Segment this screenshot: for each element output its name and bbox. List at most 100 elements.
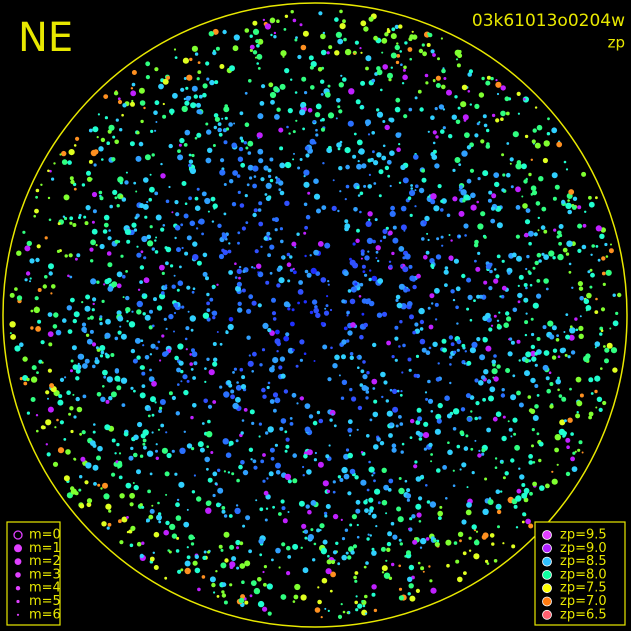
star: [434, 318, 438, 321]
star: [218, 503, 222, 506]
star: [477, 251, 481, 255]
star: [226, 380, 232, 386]
star: [237, 156, 244, 162]
star: [546, 132, 551, 136]
star: [386, 159, 392, 165]
star: [228, 122, 233, 127]
star: [155, 346, 159, 350]
star: [402, 68, 406, 72]
star: [361, 163, 367, 169]
star: [434, 541, 440, 547]
star: [400, 63, 403, 66]
star: [120, 254, 124, 258]
star: [604, 242, 608, 247]
star: [502, 415, 506, 419]
star: [399, 393, 403, 397]
star: [385, 559, 388, 562]
star: [130, 348, 136, 354]
legend-label: zp=9.5: [560, 528, 607, 543]
star: [63, 475, 70, 482]
star: [163, 529, 169, 536]
star: [110, 353, 115, 357]
star: [114, 336, 119, 341]
star: [377, 501, 381, 505]
star: [275, 470, 281, 475]
star: [130, 87, 134, 90]
star: [387, 174, 391, 178]
star: [551, 127, 558, 134]
star: [570, 350, 576, 355]
star: [257, 148, 264, 155]
star: [532, 481, 537, 487]
star: [435, 377, 441, 382]
star: [286, 545, 291, 551]
star: [195, 227, 199, 230]
star: [235, 504, 239, 507]
star: [395, 294, 401, 300]
star: [164, 471, 170, 477]
star: [409, 517, 413, 521]
star: [150, 343, 156, 349]
star: [283, 335, 290, 342]
star: [213, 113, 219, 118]
star: [517, 284, 520, 287]
star: [86, 498, 93, 504]
star: [336, 142, 342, 148]
star: [502, 542, 505, 545]
star: [184, 251, 189, 256]
star: [40, 183, 43, 186]
star: [285, 332, 290, 337]
star: [487, 198, 492, 203]
star: [94, 359, 100, 365]
star: [372, 150, 375, 154]
star: [303, 175, 306, 178]
star: [82, 394, 87, 399]
star: [133, 389, 136, 393]
star: [130, 446, 134, 451]
star: [609, 327, 612, 330]
star: [394, 358, 398, 362]
star: [88, 128, 93, 133]
star: [168, 550, 172, 554]
star: [417, 416, 423, 422]
star: [385, 226, 389, 230]
star: [595, 406, 598, 409]
star: [235, 396, 241, 403]
star: [306, 469, 312, 475]
star: [518, 467, 521, 470]
star: [434, 428, 441, 435]
star: [305, 504, 310, 509]
star: [66, 305, 73, 311]
star: [321, 577, 328, 584]
star: [40, 340, 45, 345]
star: [536, 432, 540, 436]
star: [346, 314, 349, 317]
star: [357, 160, 360, 163]
star: [478, 92, 485, 98]
star: [324, 607, 327, 610]
star: [169, 523, 176, 531]
star: [294, 583, 301, 591]
star: [135, 155, 142, 162]
star: [223, 106, 230, 113]
star: [588, 377, 594, 383]
star: [313, 307, 320, 314]
star: [92, 297, 97, 302]
star: [368, 460, 371, 464]
star: [202, 92, 207, 98]
star: [466, 178, 472, 184]
star: [284, 430, 288, 434]
star: [269, 91, 277, 99]
star: [356, 535, 360, 539]
star: [359, 282, 364, 287]
star: [521, 492, 528, 499]
star: [543, 140, 550, 147]
star: [63, 194, 70, 201]
star: [251, 370, 254, 373]
star: [202, 312, 210, 319]
star: [91, 191, 98, 198]
star: [70, 179, 75, 185]
star: [300, 546, 303, 549]
star: [398, 246, 405, 252]
star: [304, 536, 308, 540]
